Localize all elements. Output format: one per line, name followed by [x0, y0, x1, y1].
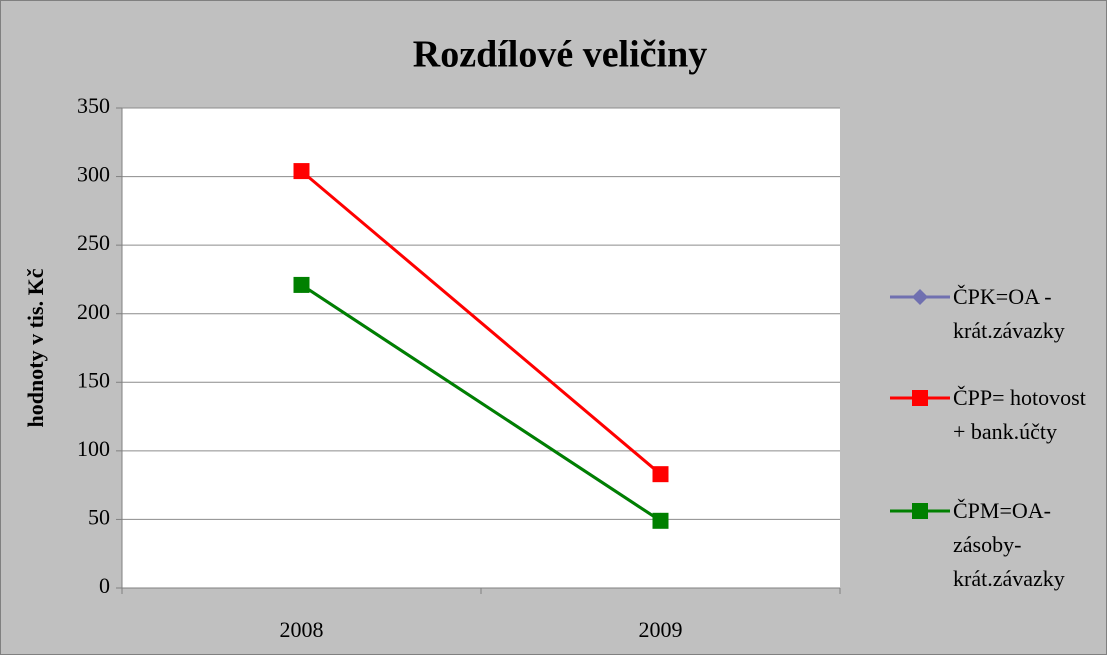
data-point	[293, 163, 310, 180]
legend-label: ČPK=OA - krát.závazky	[953, 284, 1065, 343]
y-tick-label: 100	[77, 436, 110, 461]
x-tick-label: 2009	[639, 617, 683, 642]
legend-label: ČPM=OA-zásoby-krát.závazky	[953, 498, 1065, 591]
data-point	[652, 466, 669, 483]
series-line	[300, 283, 662, 523]
y-tick-label: 150	[77, 367, 110, 392]
y-tick-label: 250	[77, 230, 110, 255]
legend-marker	[912, 503, 928, 519]
x-tick-label: 2008	[280, 617, 324, 642]
legend-marker	[912, 390, 928, 406]
y-tick-label: 50	[88, 504, 110, 529]
legend-label: ČPP= hotovost + bank.účty	[953, 385, 1086, 444]
chart-title: Rozdílové veličiny	[413, 34, 707, 76]
y-axis-title: hodnoty v tis. Kč	[23, 268, 48, 427]
y-tick-label: 300	[77, 162, 110, 187]
y-tick-label: 200	[77, 299, 110, 324]
series-line	[300, 169, 662, 476]
data-point	[293, 276, 310, 293]
plot-area	[122, 108, 840, 588]
data-point	[652, 512, 669, 529]
y-tick-label: 0	[99, 573, 110, 598]
y-tick-label: 350	[77, 93, 110, 118]
legend-marker	[912, 289, 928, 305]
